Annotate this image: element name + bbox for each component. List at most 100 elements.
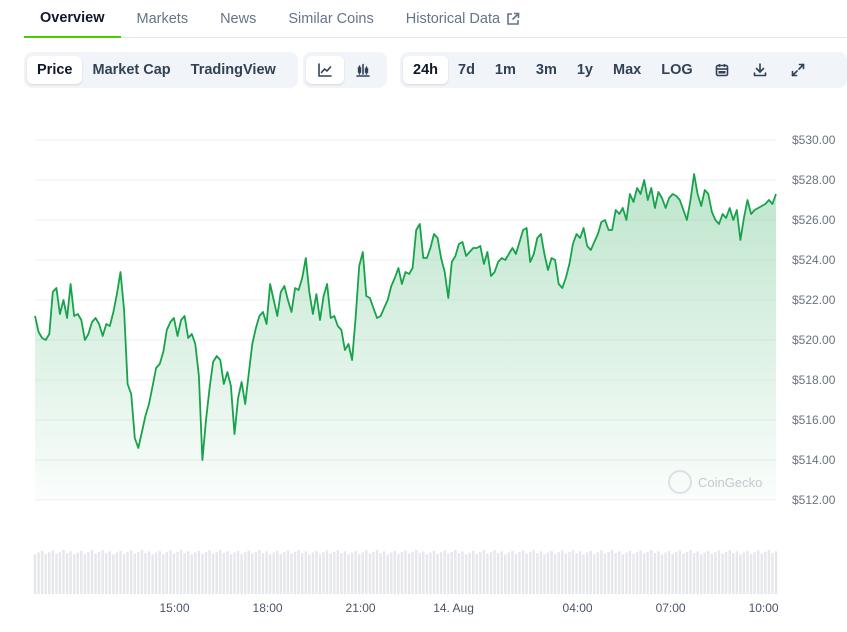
volume-bar (94, 553, 97, 594)
volume-bar (382, 551, 386, 594)
volume-bar (33, 554, 37, 594)
volume-bar (350, 552, 354, 594)
range-3m-button[interactable]: 3m (535, 62, 557, 78)
price-line (34, 173, 777, 461)
range-7d-button[interactable]: 7d (458, 62, 475, 78)
range-selector: 24h 7d 1m 3m 1y Max LOG (400, 52, 847, 88)
volume-bar (308, 554, 311, 594)
tab-news[interactable]: News (204, 0, 272, 38)
volume-bar (578, 551, 582, 594)
volume-bar (240, 554, 243, 594)
volume-bar (457, 553, 461, 594)
volume-bar (244, 552, 247, 594)
volume-bar (176, 551, 179, 594)
volume-bar (390, 552, 393, 594)
volume-bar (112, 554, 115, 594)
volume-bar (372, 551, 375, 594)
volume-bar (703, 552, 706, 594)
volume-bar (226, 551, 229, 594)
volume-bar (144, 553, 147, 594)
price-button[interactable]: Price (27, 56, 83, 84)
line-chart-button[interactable] (306, 56, 344, 84)
volume-bar (101, 550, 104, 594)
volume-bar (247, 550, 250, 594)
volume-bar (48, 552, 51, 594)
volume-bar (486, 553, 489, 594)
volume-bar (147, 551, 151, 594)
volume-bar (753, 552, 756, 594)
price-chart[interactable]: $530.00 $528.00 $526.00 $524.00 $522.00 $520.… (0, 120, 847, 620)
volume-bar (80, 550, 83, 594)
watermark-text: CoinGecko (698, 474, 763, 490)
volume-bar (187, 551, 190, 594)
external-link-icon (507, 12, 520, 25)
range-max-button[interactable]: Max (613, 62, 642, 78)
volume-bar (746, 550, 749, 594)
volume-bar (678, 550, 681, 594)
volume-bar (122, 554, 126, 594)
download-button[interactable] (741, 56, 779, 84)
tab-overview[interactable]: Overview (24, 0, 121, 38)
volume-bar (742, 552, 746, 594)
tradingview-button[interactable]: TradingView (190, 62, 276, 78)
volume-bar (707, 550, 710, 594)
volume-bar (443, 550, 446, 594)
volume-bar (311, 552, 315, 594)
download-icon (753, 63, 766, 77)
volume-bar (646, 551, 649, 594)
tab-markets[interactable]: Markets (121, 0, 205, 38)
volume-bar (586, 552, 589, 594)
volume-bar (749, 554, 753, 594)
volume-bar (525, 553, 528, 594)
volume-bar (329, 553, 332, 594)
volume-bar (286, 550, 290, 594)
volume-bar (618, 551, 621, 594)
candlestick-button[interactable] (344, 56, 382, 84)
volume-bar (301, 553, 304, 594)
volume-bar (735, 551, 738, 594)
range-1m-button[interactable]: 1m (494, 62, 516, 78)
volume-bar (504, 554, 507, 594)
candlestick-icon (356, 63, 370, 77)
volume-bar (757, 550, 760, 594)
volume-bar (37, 552, 40, 594)
volume-bar (714, 552, 717, 594)
y-tick-label: $516.00 (792, 413, 836, 427)
volume-bar (165, 552, 168, 594)
volume-bar (397, 554, 400, 594)
volume-bar (464, 554, 468, 594)
volume-bar (179, 550, 183, 594)
volume-bar (272, 552, 275, 594)
volume-bar (717, 550, 721, 594)
volume-bar (493, 550, 496, 594)
tab-historical-data[interactable]: Historical Data (390, 0, 536, 38)
fullscreen-button[interactable] (779, 56, 817, 84)
volume-bar (201, 554, 204, 594)
volume-bar (169, 550, 172, 594)
volume-bar (137, 551, 140, 594)
volume-bar (119, 550, 122, 594)
volume-bar (215, 551, 218, 594)
x-tick-label: 10:00 (749, 601, 779, 615)
volume-bar (635, 552, 639, 594)
volume-bar (675, 552, 678, 594)
volume-bar (593, 554, 596, 594)
log-scale-button[interactable]: LOG (661, 62, 693, 78)
market-cap-button[interactable]: Market Cap (92, 62, 171, 78)
volume-bar (450, 551, 453, 594)
volume-bar (293, 551, 297, 594)
volume-bar (422, 551, 425, 594)
volume-bar (115, 552, 119, 594)
volume-bar (482, 550, 486, 594)
volume-bar (771, 553, 774, 594)
volume-bar (83, 554, 87, 594)
volume-bar (539, 551, 543, 594)
chart-style-selector (303, 52, 387, 88)
range-1y-button[interactable]: 1y (576, 62, 593, 78)
tab-similar-coins[interactable]: Similar Coins (272, 0, 389, 38)
volume-bar (667, 550, 671, 594)
volume-bar (536, 553, 539, 594)
calendar-button[interactable] (703, 56, 741, 84)
range-24h-button[interactable]: 24h (403, 56, 448, 84)
volume-bar (151, 554, 154, 594)
